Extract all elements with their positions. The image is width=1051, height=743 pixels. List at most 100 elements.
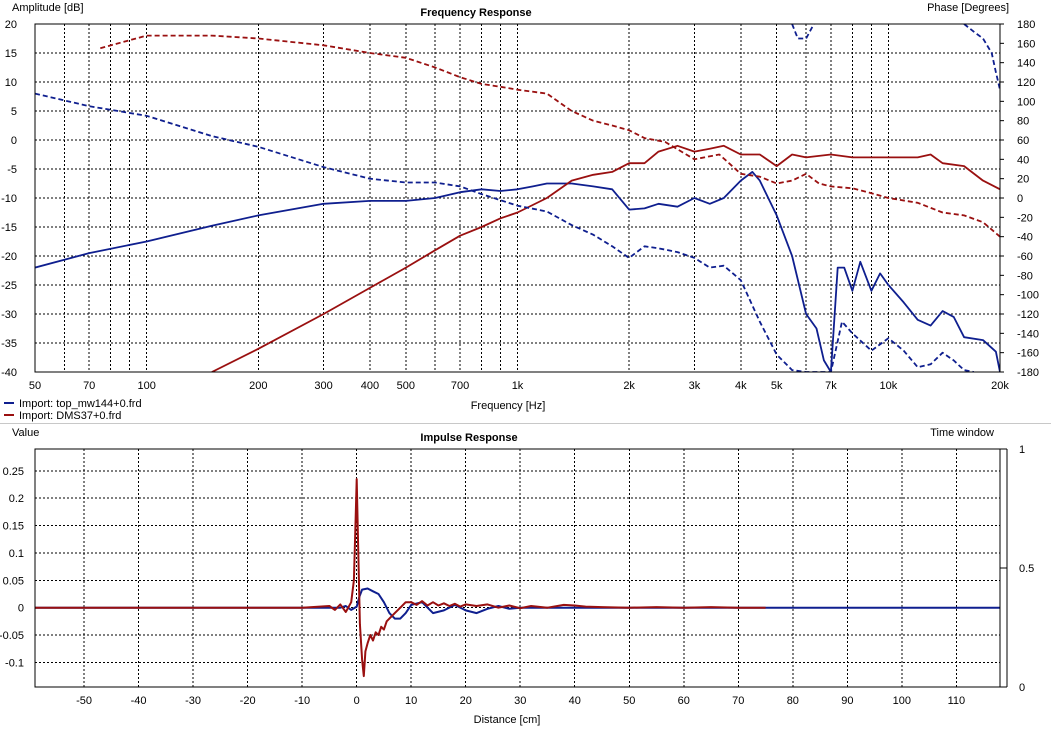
distance-tick-label: 70 xyxy=(732,695,744,707)
phase-tick-label: -100 xyxy=(1017,290,1039,302)
phase-line-2 xyxy=(35,92,974,372)
frequency-tick-label: 3k xyxy=(689,380,701,392)
frequency-tick-label: 700 xyxy=(451,380,469,392)
frequency-plot-frame xyxy=(34,23,1001,373)
frequency-tick-labels: 50 70 100 200 300 400 500 700 1k 2k 3k 4k 5k 7k 10k 20k… xyxy=(1,19,1039,392)
phase-tick-label: -120 xyxy=(1017,309,1039,321)
time-window-tick-label: 0.5 xyxy=(1019,563,1034,575)
phase-tick-label: 20 xyxy=(1017,174,1029,186)
distance-tick-label: 80 xyxy=(787,695,799,707)
amplitude-tick-label: 0 xyxy=(11,135,17,147)
frequency-tick-label: 300 xyxy=(314,380,332,392)
time-window-tick-label: 0 xyxy=(1019,682,1025,694)
phase-axis-label: Phase [Degrees] xyxy=(927,2,1009,14)
frequency-tick-label: 5k xyxy=(771,380,783,392)
distance-tick-label: 90 xyxy=(841,695,853,707)
phase-tick-label: -60 xyxy=(1017,251,1033,263)
distance-tick-label: -10 xyxy=(294,695,310,707)
value-tick-label: 0.25 xyxy=(3,466,24,478)
amplitude-tick-label: -30 xyxy=(1,309,17,321)
impulse-tick-labels: -50 -40 -30 -20 -10 0 10 20 30 40 50 60 70 80 90 100 110… xyxy=(0,444,1034,707)
amplitude-tick-label: 15 xyxy=(5,48,17,60)
distance-tick-label: 60 xyxy=(678,695,690,707)
phase-tick-label: 180 xyxy=(1017,19,1035,31)
frequency-tick-label: 50 xyxy=(29,380,41,392)
impulse-series xyxy=(35,478,1000,678)
impulse-line-1 xyxy=(35,478,766,678)
value-tick-label: 0.05 xyxy=(3,575,24,587)
distance-tick-label: 0 xyxy=(354,695,360,707)
frequency-tick-label: 400 xyxy=(361,380,379,392)
impulse-plot-frame xyxy=(34,448,1001,688)
amplitude-tick-label: -10 xyxy=(1,193,17,205)
impulse-response-chart: Impulse Response Value Time window Dista… xyxy=(0,427,1034,726)
value-tick-label: -0.05 xyxy=(0,630,24,642)
frequency-tick-label: 1k xyxy=(512,380,524,392)
frequency-tick-label: 10k xyxy=(879,380,897,392)
distance-tick-label: -50 xyxy=(76,695,92,707)
value-tick-label: 0.2 xyxy=(9,493,24,505)
time-window-axis-label: Time window xyxy=(930,427,994,439)
frequency-series xyxy=(35,24,1000,372)
amplitude-tick-label: 5 xyxy=(11,106,17,118)
value-tick-label: -0.1 xyxy=(5,657,24,669)
phase-tick-label: -80 xyxy=(1017,270,1033,282)
frequency-axis-label: Frequency [Hz] xyxy=(471,400,546,412)
phase-tick-label: 40 xyxy=(1017,154,1029,166)
time-window-tick-label: 1 xyxy=(1019,444,1025,456)
phase-tick-label: 100 xyxy=(1017,96,1035,108)
phase-tick-label: -180 xyxy=(1017,367,1039,379)
frequency-tick-label: 4k xyxy=(735,380,747,392)
phase-tick-label: -140 xyxy=(1017,328,1039,340)
phase-tick-label: 120 xyxy=(1017,77,1035,89)
amplitude-tick-label: 10 xyxy=(5,77,17,89)
distance-tick-label: 50 xyxy=(623,695,635,707)
value-tick-label: 0.15 xyxy=(3,521,24,533)
legend-entry: Import: top_mw144+0.frd xyxy=(19,398,142,410)
distance-tick-label: 20 xyxy=(460,695,472,707)
distance-tick-label: -40 xyxy=(131,695,147,707)
amplitude-tick-label: -5 xyxy=(7,164,17,176)
value-axis-label: Value xyxy=(12,427,39,439)
amplitude-line-1 xyxy=(211,144,1000,372)
distance-tick-label: 40 xyxy=(569,695,581,707)
amplitude-tick-label: -20 xyxy=(1,251,17,263)
frequency-response-chart: Frequency Response Amplitude [dB] Phase … xyxy=(1,2,1039,422)
frequency-tick-label: 7k xyxy=(825,380,837,392)
phase-tick-label: 80 xyxy=(1017,116,1029,128)
impulse-response-title: Impulse Response xyxy=(420,432,517,444)
frequency-tick-label: 500 xyxy=(397,380,415,392)
phase-tick-label: -20 xyxy=(1017,212,1033,224)
distance-tick-label: -30 xyxy=(185,695,201,707)
phase-line-3 xyxy=(791,24,815,40)
phase-tick-label: 60 xyxy=(1017,135,1029,147)
frequency-tick-label: 200 xyxy=(249,380,267,392)
frequency-tick-label: 2k xyxy=(623,380,635,392)
amplitude-axis-label: Amplitude [dB] xyxy=(12,2,84,14)
distance-tick-label: 30 xyxy=(514,695,526,707)
value-tick-label: 0 xyxy=(18,603,24,615)
amplitude-tick-label: 20 xyxy=(5,19,17,31)
distance-tick-label: -20 xyxy=(240,695,256,707)
amplitude-line-0 xyxy=(35,170,1000,372)
distance-axis-label: Distance [cm] xyxy=(474,714,541,726)
amplitude-tick-label: -40 xyxy=(1,367,17,379)
amplitude-tick-label: -25 xyxy=(1,280,17,292)
amplitude-tick-label: -15 xyxy=(1,222,17,234)
phase-tick-label: 140 xyxy=(1017,58,1035,70)
phase-line-4 xyxy=(963,24,1000,90)
frequency-tick-label: 100 xyxy=(137,380,155,392)
distance-tick-label: 10 xyxy=(405,695,417,707)
phase-tick-label: 0 xyxy=(1017,193,1023,205)
phase-tick-label: -160 xyxy=(1017,348,1039,360)
phase-tick-label: -40 xyxy=(1017,232,1033,244)
frequency-tick-label: 20k xyxy=(991,380,1009,392)
amplitude-tick-label: -35 xyxy=(1,338,17,350)
distance-tick-label: 100 xyxy=(893,695,911,707)
frequency-tick-label: 70 xyxy=(83,380,95,392)
legend-entry: Import: DMS37+0.frd xyxy=(19,410,121,422)
distance-tick-label: 110 xyxy=(948,695,966,707)
